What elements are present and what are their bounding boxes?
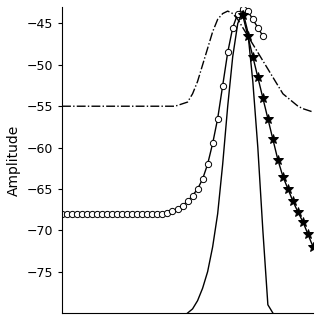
Y-axis label: Amplitude: Amplitude bbox=[7, 124, 21, 196]
